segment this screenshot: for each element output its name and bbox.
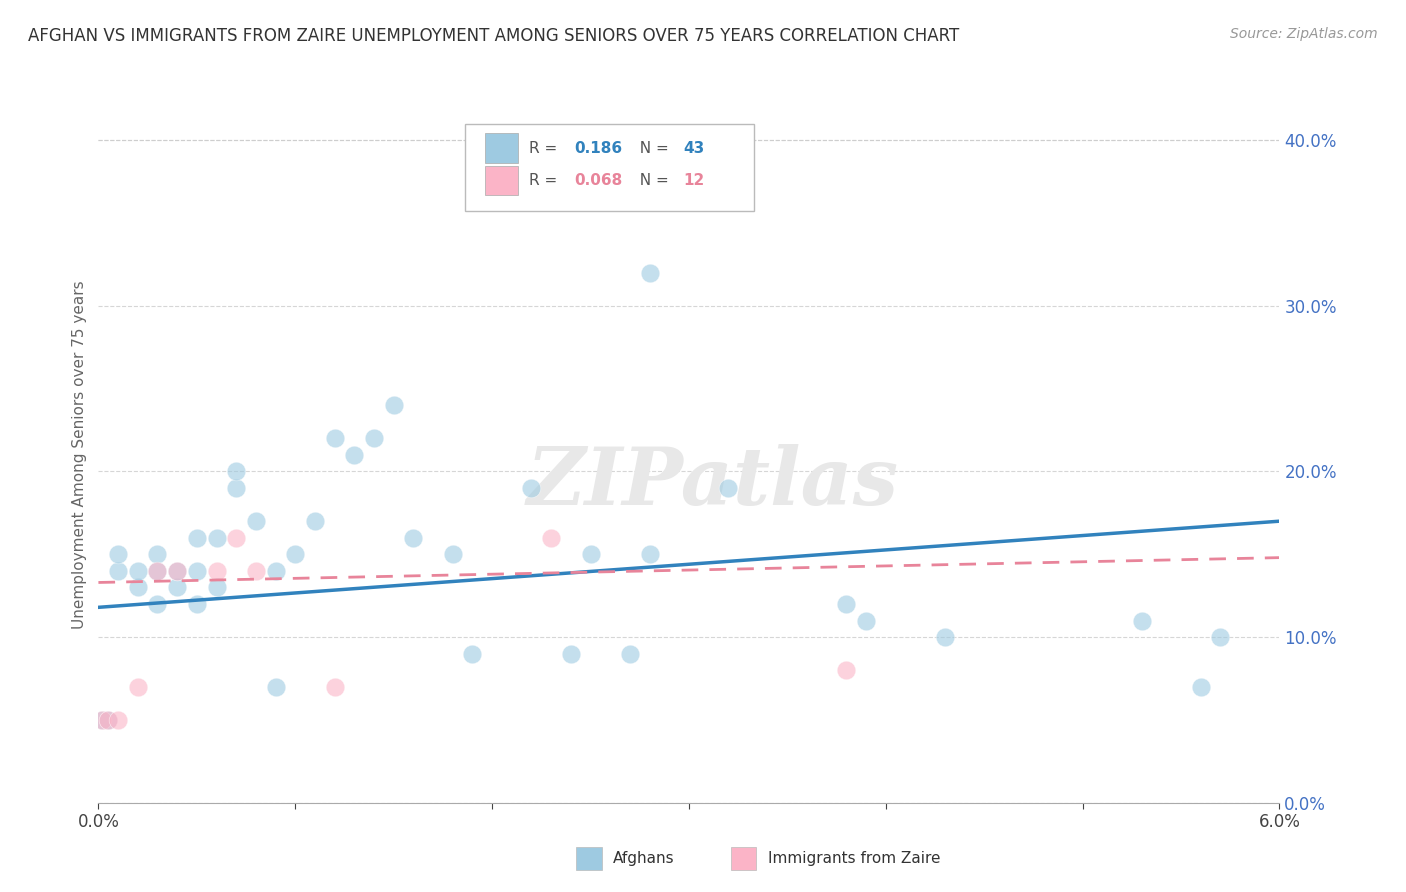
Point	[1189, 680, 1212, 694]
Point	[166, 581, 188, 595]
Text: R =: R =	[530, 141, 562, 155]
Point	[717, 481, 740, 495]
Point	[461, 647, 484, 661]
Point	[225, 531, 247, 545]
Text: AFGHAN VS IMMIGRANTS FROM ZAIRE UNEMPLOYMENT AMONG SENIORS OVER 75 YEARS CORRELA: AFGHAN VS IMMIGRANTS FROM ZAIRE UNEMPLOY…	[28, 27, 959, 45]
Point	[97, 713, 120, 727]
Text: Immigrants from Zaire: Immigrants from Zaire	[768, 851, 941, 866]
Point	[186, 597, 208, 611]
Point	[107, 564, 129, 578]
Y-axis label: Unemployment Among Seniors over 75 years: Unemployment Among Seniors over 75 years	[72, 281, 87, 629]
Point	[304, 514, 326, 528]
Point	[91, 713, 114, 727]
Point	[97, 713, 120, 727]
Point	[127, 564, 149, 578]
Point	[107, 713, 129, 727]
Point	[579, 547, 602, 561]
Point	[323, 680, 346, 694]
Point	[835, 597, 858, 611]
Point	[540, 531, 562, 545]
FancyBboxPatch shape	[464, 124, 754, 211]
Point	[619, 647, 641, 661]
Point	[127, 680, 149, 694]
Point	[638, 266, 661, 280]
Point	[402, 531, 425, 545]
Point	[146, 547, 169, 561]
Point	[1130, 614, 1153, 628]
Point	[166, 564, 188, 578]
Point	[205, 531, 228, 545]
FancyBboxPatch shape	[485, 166, 517, 195]
Text: R =: R =	[530, 173, 562, 188]
Point	[264, 564, 287, 578]
Point	[245, 514, 267, 528]
Point	[127, 581, 149, 595]
Point	[146, 564, 169, 578]
Point	[225, 465, 247, 479]
Text: 43: 43	[683, 141, 704, 155]
Point	[91, 713, 114, 727]
Point	[107, 547, 129, 561]
Point	[382, 398, 405, 412]
Point	[1209, 630, 1232, 644]
Point	[146, 564, 169, 578]
Text: Source: ZipAtlas.com: Source: ZipAtlas.com	[1230, 27, 1378, 41]
Point	[560, 647, 582, 661]
Point	[835, 663, 858, 677]
Point	[264, 680, 287, 694]
Point	[186, 564, 208, 578]
Point	[323, 431, 346, 445]
Text: ZIPatlas: ZIPatlas	[526, 444, 898, 522]
Point	[225, 481, 247, 495]
Point	[146, 597, 169, 611]
Text: N =: N =	[630, 141, 673, 155]
Text: 0.068: 0.068	[575, 173, 623, 188]
FancyBboxPatch shape	[485, 134, 517, 162]
Point	[166, 564, 188, 578]
Point	[441, 547, 464, 561]
Text: Afghans: Afghans	[613, 851, 675, 866]
Text: 0.186: 0.186	[575, 141, 623, 155]
Text: 12: 12	[683, 173, 704, 188]
Point	[343, 448, 366, 462]
Point	[363, 431, 385, 445]
Point	[520, 481, 543, 495]
Point	[855, 614, 877, 628]
Point	[205, 581, 228, 595]
Point	[638, 547, 661, 561]
Point	[284, 547, 307, 561]
Point	[186, 531, 208, 545]
Point	[934, 630, 956, 644]
Point	[245, 564, 267, 578]
Text: N =: N =	[630, 173, 673, 188]
Point	[205, 564, 228, 578]
